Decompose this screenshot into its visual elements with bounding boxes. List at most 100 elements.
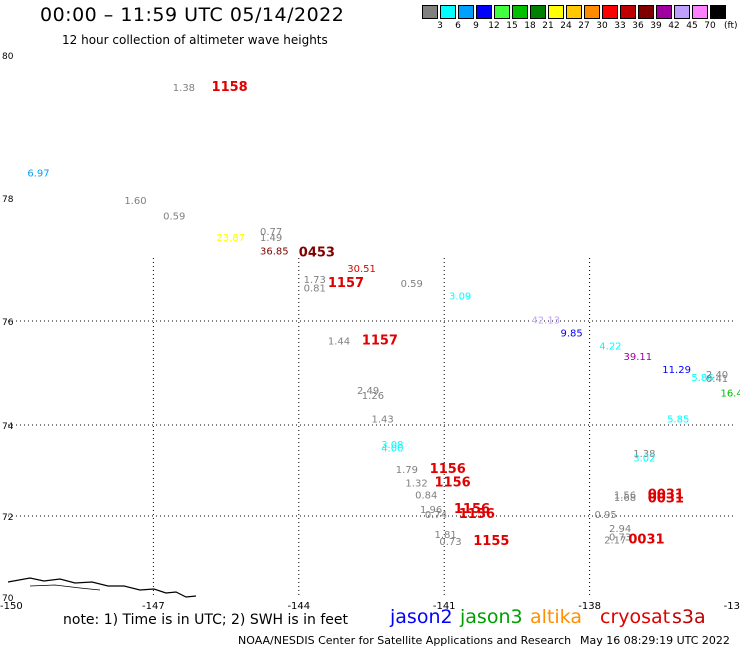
legend-swatch [422,5,438,19]
lat-label: 70 [2,594,14,604]
satellite-jason3: jason3 [460,606,523,628]
observation-time-label: 1155 [473,534,509,549]
legend-tick-label: 70 [704,21,716,31]
observation-time-label: 1156 [435,475,471,490]
wave-height-label: 0.77 [260,227,282,238]
legend-swatch [476,5,492,19]
lat-label: 72 [2,513,13,523]
observation-time-label: 1157 [362,333,398,348]
wave-height-label: 0.74 [425,510,447,521]
satellite-s3a: s3a [672,606,706,628]
wave-height-label: 1.73 [304,275,326,286]
legend-tick-label: 36 [632,21,644,31]
observation-time-label: 1156 [454,502,490,517]
legend-tick-label: 42 [668,21,680,31]
credit-text: NOAA/NESDIS Center for Satellite Applica… [238,634,572,647]
wave-height-label: 2.94 [609,524,631,535]
wave-height-label: 4.00 [381,443,403,454]
wave-height-label: 1.38 [633,449,655,460]
observation-time-label: 0031 [628,533,664,548]
legend-swatch [602,5,618,19]
legend-swatch [548,5,564,19]
wave-height-label: 1.60 [124,196,146,207]
lat-label: 74 [2,422,14,432]
satellite-altika: altika [530,606,582,628]
wave-height-label: 2.40 [706,370,728,381]
legend-swatch [584,5,600,19]
wave-height-label: 5.86 [691,373,713,384]
coastline [7,577,197,598]
legend-swatch [620,5,636,19]
wave-height-label: 1.68 [614,493,636,504]
wave-height-label: 1.96 [420,505,442,516]
legend-swatch [512,5,528,19]
legend-unit: (ft) [724,21,738,31]
lon-label: -150 [0,601,23,612]
wave-height-label: 11.29 [662,365,691,376]
observation-time-label: 1157 [328,276,364,291]
wave-height-label: 0.95 [594,510,616,521]
wave-height-label: 0.59 [163,212,185,223]
wave-height-label: 0.59 [401,279,423,290]
observation-time-label: 0453 [299,245,335,260]
wave-height-label: 6.97 [27,169,49,180]
legend-tick-label: 24 [560,21,572,31]
legend-swatch [530,5,546,19]
legend-tick-label: 21 [542,21,554,31]
satellite-jason2: jason2 [390,606,453,628]
lon-label: -141 [433,601,456,612]
map-title: 00:00 – 11:59 UTC 05/14/2022 [40,4,345,26]
legend-tick-label: 18 [524,21,536,31]
observation-time-label: 1156 [459,507,495,522]
wave-height-label: 1.26 [362,391,384,402]
legend-swatch [458,5,474,19]
wave-height-label: 2.49 [357,386,379,397]
satellite-cryosat: cryosat [600,606,671,628]
wave-height-label: 1.81 [435,530,457,541]
legend-tick-label: 15 [506,21,518,31]
wave-height-label: 5.85 [667,414,689,425]
wave-height-label: 0.41 [706,374,728,385]
wave-height-label: 42.13 [531,316,560,327]
map-subtitle: 12 hour collection of altimeter wave hei… [62,33,328,47]
lat-label: 80 [2,52,14,62]
wave-height-label: 0.84 [415,491,437,502]
wave-height-label: 3.09 [449,291,471,302]
note-text: note: 1) Time is in UTC; 2) SWH is in fe… [63,612,349,628]
legend-tick-label: 3 [437,21,443,31]
legend-tick-label: 30 [596,21,608,31]
coastline-detail [29,584,101,591]
wave-height-label: 1.44 [328,336,350,347]
lat-label: 76 [2,318,14,328]
legend-swatch [638,5,654,19]
lon-label: -13 [724,601,740,612]
wave-height-label: 2.17 [604,536,626,547]
wave-height-label: 3.08 [381,440,403,451]
legend-tick-label: 45 [686,21,698,31]
legend-swatch [494,5,510,19]
legend-swatch [674,5,690,19]
lon-label: -138 [578,601,601,612]
legend-tick-label: 9 [473,21,479,31]
wave-height-label: 23.87 [216,233,245,244]
lat-label: 78 [2,195,14,205]
wave-height-label: 1.32 [405,478,427,489]
legend-swatch [440,5,456,19]
wave-height-label: 1.43 [372,414,394,425]
wave-height-label: 30.51 [347,264,376,275]
wave-height-label: 9.85 [561,329,583,340]
legend-tick-label: 6 [455,21,461,31]
observation-time-label: 1158 [212,80,248,95]
wave-height-label: 0.73 [439,537,461,548]
lon-label: -147 [142,601,165,612]
wave-height-label: 4.22 [599,342,621,353]
wave-height-label: 1.49 [260,233,282,244]
legend-swatch [710,5,726,19]
legend-tick-label: 12 [488,21,500,31]
legend-tick-label: 27 [578,21,590,31]
lon-label: -144 [287,601,310,612]
wave-height-label: 1.56 [614,491,636,502]
wave-height-label: 16.40 [720,388,740,399]
wave-height-label: 39.11 [624,352,653,363]
